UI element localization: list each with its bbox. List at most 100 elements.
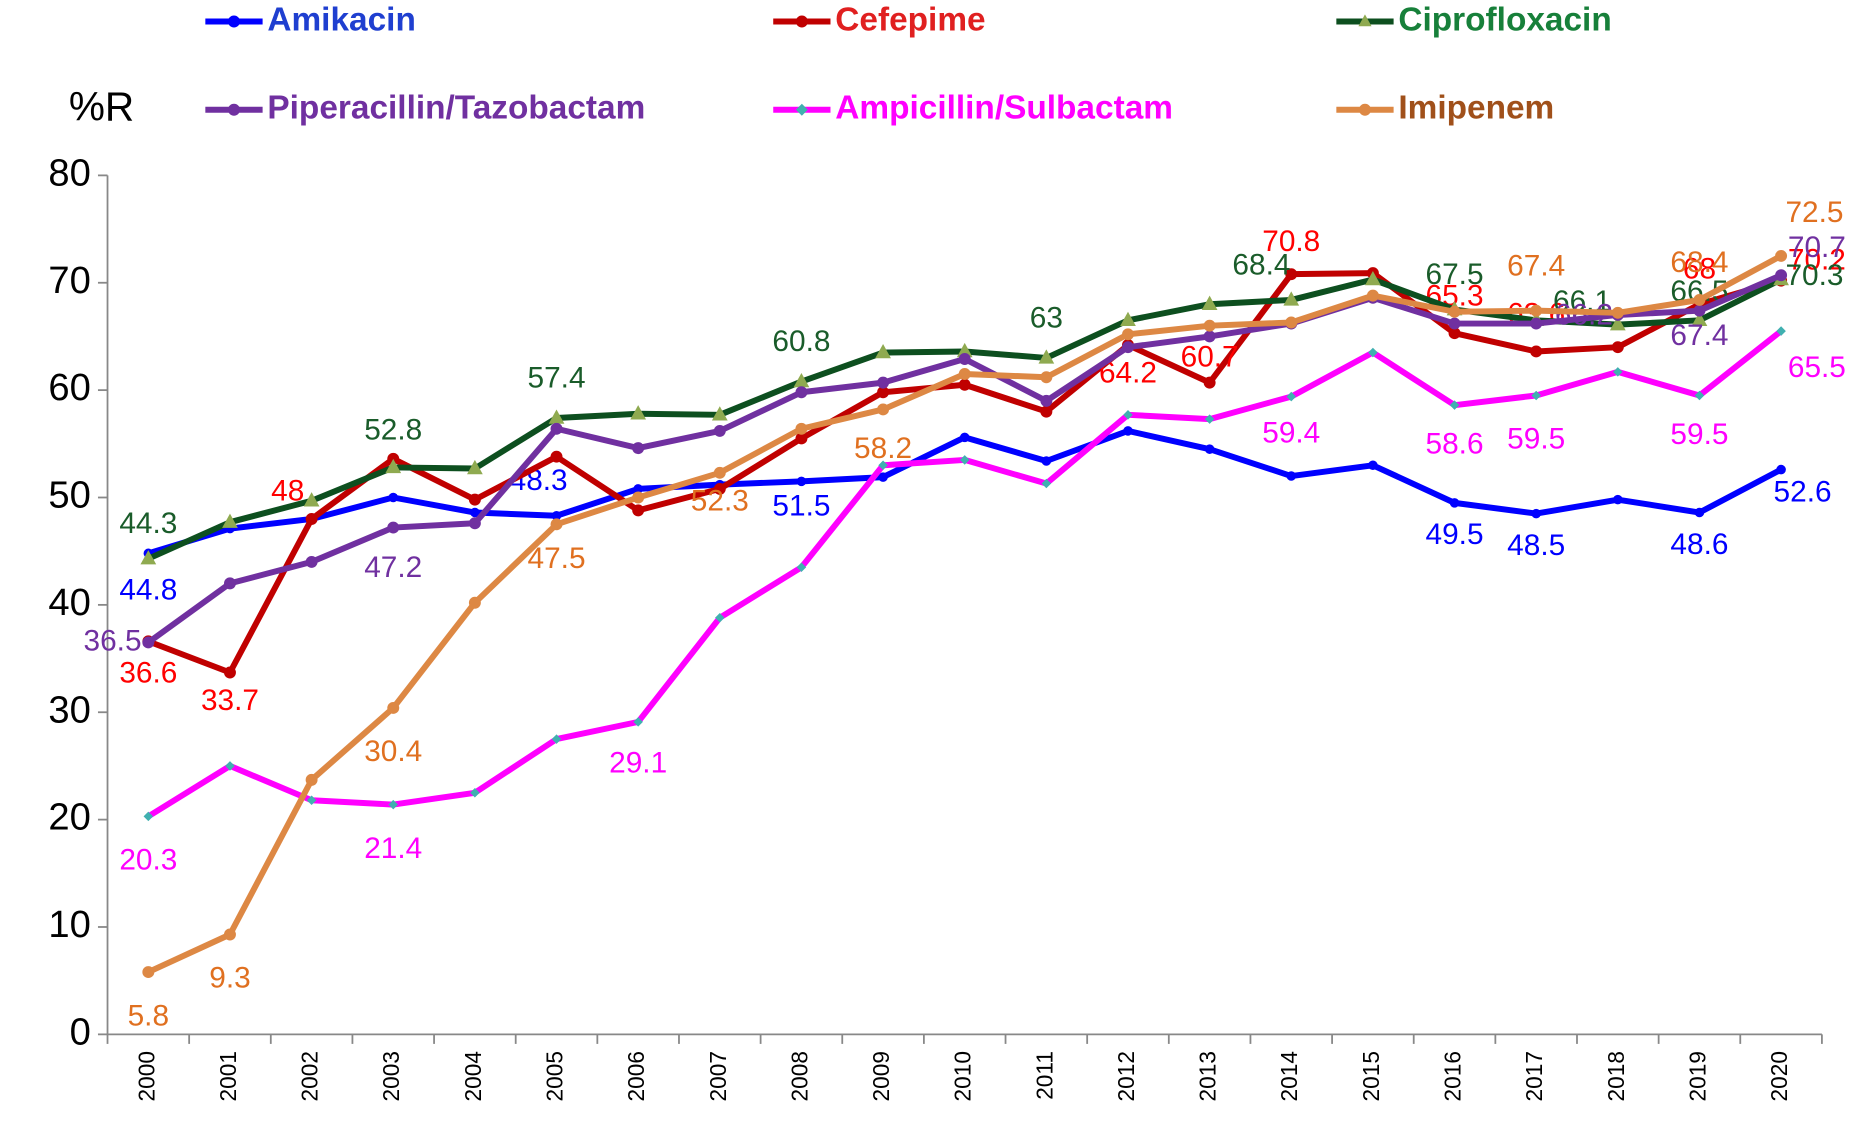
data-label: 20.3 [119,844,177,877]
y-tick-label: 60 [48,366,90,409]
data-label: 52.8 [364,414,422,447]
legend-label: Ampicillin/Sulbactam [835,90,1173,127]
point-marker [1530,304,1543,317]
point-marker [1123,410,1133,420]
point-marker [795,15,808,28]
data-label: 5.8 [128,999,169,1032]
data-label: 63 [1030,302,1063,335]
data-label: 58.2 [854,432,912,465]
legend-label: Ciprofloxacin [1398,1,1611,38]
point-marker [306,795,317,806]
x-tick-label: 2000 [133,1051,159,1101]
data-label: 52.6 [1774,475,1832,508]
y-tick-label: 70 [48,259,90,302]
point-marker [1203,319,1216,332]
point-marker [142,966,155,979]
point-marker [225,761,235,771]
point-marker [1448,317,1461,330]
x-tick-label: 2011 [1031,1051,1057,1100]
point-marker [388,492,399,503]
point-marker [305,513,318,525]
point-marker [1775,269,1788,282]
data-label: 52.3 [691,485,749,518]
point-marker [633,484,643,494]
point-marker [388,799,399,810]
point-marker [305,773,318,786]
data-label: 72.5 [1785,196,1843,229]
point-marker [632,442,645,455]
data-label: 68.4 [1232,248,1290,281]
data-label: 48.5 [1507,529,1565,562]
point-marker [1609,316,1626,331]
point-marker [875,343,891,359]
x-tick-label: 2020 [1766,1051,1792,1101]
point-marker [1285,316,1298,329]
point-marker [224,666,236,679]
data-label: 59.4 [1262,417,1320,450]
data-label: 51.5 [772,490,830,523]
point-marker [1040,394,1053,407]
y-axis-label: %R [69,83,134,129]
point-marker [711,406,728,421]
point-marker [228,103,240,116]
data-label: 49.5 [1426,518,1484,551]
point-marker [550,450,563,463]
point-marker [140,550,157,565]
point-marker [956,342,973,358]
point-marker [1448,327,1461,340]
data-label: 68 [1683,253,1716,286]
point-marker [715,612,725,623]
legend-label: Amikacin [267,1,415,38]
point-marker [1123,426,1133,436]
y-tick-label: 40 [48,581,90,624]
point-marker [713,466,726,479]
point-marker [1122,328,1134,341]
point-marker [551,510,562,521]
data-label: 47.5 [528,542,586,575]
y-tick-label: 10 [48,903,90,946]
legend-label: Imipenem [1398,90,1554,127]
point-marker [1449,498,1460,508]
point-marker [468,493,481,506]
point-marker [1368,460,1378,471]
data-label: 70.2 [1788,243,1846,276]
point-marker [387,701,400,714]
point-marker [143,811,154,822]
data-label: 33.7 [201,684,259,717]
point-marker [878,472,888,482]
point-marker [1120,311,1136,327]
point-marker [228,15,240,28]
point-marker [1693,304,1706,317]
point-marker [877,376,890,389]
x-tick-label: 2012 [1113,1051,1139,1101]
point-marker [385,458,402,474]
point-marker [467,459,483,475]
point-marker [1359,103,1371,116]
point-marker [1611,341,1624,354]
point-marker [468,517,481,530]
data-label: 29.1 [609,747,667,780]
y-tick-label: 80 [48,151,90,194]
data-label: 57.4 [528,362,586,395]
point-marker [713,482,726,495]
point-marker [1530,345,1543,358]
point-marker [303,492,320,507]
point-marker [795,432,808,445]
data-label: 9.3 [209,962,250,995]
data-label: 59.5 [1670,418,1728,451]
point-marker [1694,390,1705,401]
point-marker [1694,507,1705,518]
point-marker [1693,293,1706,306]
series: 5.8 9.3 30.4 47.5 52.3 58.2 67.4 68.4 72.5 [128,196,1844,1032]
point-marker [1203,330,1216,343]
point-marker [795,103,808,116]
point-marker [1204,444,1215,454]
point-marker [1613,367,1623,377]
data-label: 36.5 [84,624,142,657]
point-marker [713,424,726,437]
point-marker [470,788,480,798]
y-tick-label: 0 [70,1010,91,1053]
x-tick-label: 2006 [623,1051,649,1101]
data-label: 48.6 [1670,528,1728,561]
